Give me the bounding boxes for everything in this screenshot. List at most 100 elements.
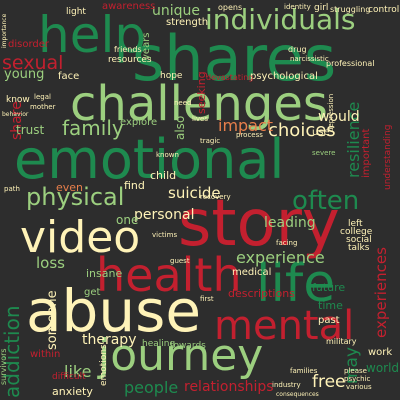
word-people: people — [124, 378, 179, 397]
word-girl: girl — [314, 3, 329, 13]
word-therapy: therapy — [82, 332, 137, 348]
word-left: left — [348, 219, 363, 229]
word-often: often — [292, 186, 360, 216]
word-explore: explore — [120, 117, 158, 128]
word-find: find — [124, 179, 145, 192]
word-use: use — [312, 127, 330, 138]
word-families: families — [290, 367, 318, 375]
word-child: child — [150, 169, 177, 182]
word-mental: mental — [214, 303, 355, 349]
word-even: even — [56, 181, 84, 194]
word-suicide: suicide — [168, 184, 221, 202]
word-struggling: struggling — [330, 5, 371, 14]
word-physical: physical — [26, 183, 125, 211]
word-also: also — [173, 115, 187, 140]
word-college: college — [340, 227, 373, 237]
word-consequences: consequences — [276, 391, 319, 398]
word-like: like — [64, 362, 92, 381]
word-behavior: behavior — [2, 111, 29, 118]
word-emotions: emotions — [99, 344, 109, 386]
word-someone: someone — [45, 290, 60, 350]
word-unique: unique — [152, 3, 201, 19]
word-path: path — [4, 185, 20, 193]
word-within: within — [30, 349, 61, 360]
word-know: know — [6, 95, 30, 105]
word-psychological: psychological — [250, 71, 318, 82]
word-young: young — [4, 67, 45, 82]
word-get: get — [84, 287, 101, 298]
word-facing: facing — [276, 239, 298, 247]
word-disorder: disorder — [8, 39, 50, 50]
word-importance: importance — [1, 13, 8, 48]
word-anxiety: anxiety — [52, 385, 93, 398]
word-please: please — [344, 367, 367, 375]
word-years: years — [141, 32, 152, 60]
word-would: would — [318, 109, 360, 125]
word-difficult: difficult — [52, 372, 86, 382]
word-journey: journey — [98, 330, 264, 381]
word-personal: personal — [134, 207, 195, 223]
word-known: known — [156, 151, 179, 159]
word-light: light — [66, 7, 86, 17]
word-impact: impact — [218, 116, 274, 135]
word-victims: victims — [152, 231, 178, 239]
word-awareness: awareness — [102, 1, 156, 12]
word-abuse: abuse — [26, 277, 202, 345]
word-strength: strength — [166, 17, 209, 28]
word-legal: legal — [34, 93, 51, 101]
word-severe: severe — [312, 149, 336, 157]
word-relationships: relationships — [184, 379, 274, 395]
word-mother: mother — [30, 103, 56, 111]
word-opens: opens — [218, 3, 243, 12]
word-tragic: tragic — [200, 137, 221, 145]
word-healing: healing — [142, 339, 176, 349]
word-control: control — [368, 5, 400, 15]
word-military: military — [326, 337, 357, 346]
word-devastating: devastating — [206, 73, 254, 82]
word-process: process — [236, 131, 263, 139]
word-psychic: psychic — [344, 375, 371, 383]
word-sexual: sexual — [2, 52, 64, 74]
word-important: important — [361, 128, 372, 178]
word-shares: shares — [132, 22, 337, 95]
word-identity: identity — [284, 3, 311, 11]
word-loss: loss — [36, 254, 65, 272]
word-social: social — [346, 235, 372, 245]
word-help: help — [38, 6, 147, 64]
word-leading: leading — [264, 215, 316, 231]
word-experience: experience — [236, 248, 325, 267]
word-future: future — [312, 281, 346, 294]
word-guest: guest — [170, 257, 190, 265]
word-professional: professional — [326, 59, 375, 68]
word-work: work — [368, 347, 393, 358]
word-talks: talks — [348, 243, 370, 253]
word-descriptions: descriptions — [228, 287, 295, 300]
word-narcissistic: narcissistic — [290, 55, 329, 63]
word-free: free — [312, 372, 346, 392]
word-story: story — [178, 187, 340, 261]
word-medical: medical — [232, 267, 272, 278]
word-various: various — [346, 383, 372, 391]
word-need: need — [174, 99, 192, 107]
word-one: one — [116, 213, 139, 227]
word-survivors: survivors — [0, 348, 8, 385]
word-industry: industry — [272, 381, 301, 389]
word-hope: hope — [160, 71, 183, 81]
word-insane: insane — [86, 267, 123, 280]
word-recovery: recovery — [200, 193, 231, 201]
word-time: time — [318, 299, 343, 312]
word-choices: choices — [268, 120, 336, 141]
word-family: family — [62, 116, 124, 140]
word-first: first — [200, 295, 214, 303]
word-understanding: understanding — [383, 124, 393, 190]
word-resources: resources — [108, 55, 152, 65]
word-world: world — [366, 361, 400, 375]
word-towards: towards — [170, 341, 206, 351]
word-individuals: individuals — [205, 3, 356, 36]
word-emotional: emotional — [14, 128, 285, 191]
word-past: past — [318, 315, 340, 326]
word-video: video — [20, 212, 141, 263]
word-friends: friends — [114, 45, 142, 54]
word-experiences: experiences — [372, 247, 390, 338]
